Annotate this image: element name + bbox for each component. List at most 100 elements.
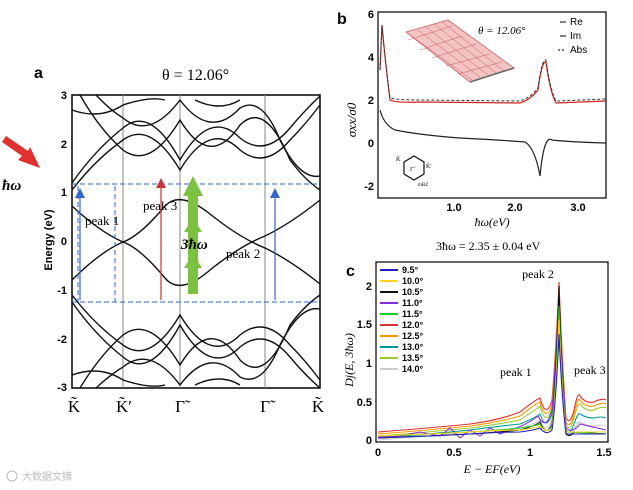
xtick: 3.0 [570, 202, 585, 214]
legend-item: 10.5° [380, 287, 424, 297]
legend-label: 10.0° [402, 276, 424, 286]
legend-label: 11.0° [402, 298, 423, 308]
transition-arrows [75, 176, 280, 300]
ytick: 1 [366, 358, 372, 370]
ytick: 0 [61, 236, 67, 248]
legend-label: 13.0° [402, 342, 424, 352]
legend-item: 13.0° [380, 342, 424, 352]
panel-c-xticks: 0 0.5 1 1.5 [375, 447, 612, 459]
panel-b-legend: Re Im Abs [558, 17, 587, 56]
ytick: 1.5 [357, 319, 372, 331]
legend-item: 11.0° [380, 298, 423, 308]
legend-item: 10.0° [380, 276, 424, 286]
three-hw-bar [188, 186, 198, 294]
panel-b-yticks: 6 4 2 0 -2 [364, 9, 375, 193]
panel-b: b σxx/σ0 6 4 2 0 -2 θ = 12.06° [337, 9, 607, 229]
legend-item: 9.5° [380, 265, 419, 275]
legend-item: 11.5° [380, 309, 423, 319]
abs-curve [379, 24, 607, 102]
xtick: 1.5 [596, 447, 611, 459]
panel-a: a θ = 12.06° ħω Energy (eV) 3 2 1 0 -1 -… [2, 65, 325, 416]
ytick: 6 [368, 9, 374, 21]
legend-label: 9.5° [402, 265, 419, 275]
band-line [71, 98, 166, 115]
ytick: -2 [57, 334, 67, 346]
ytick: 0 [368, 138, 374, 150]
bz-mbz: mBZ [418, 183, 428, 188]
curve-10-0 [377, 319, 606, 437]
xtick: K̃ [312, 397, 325, 416]
watermark-text: 大数据文摘 [22, 470, 72, 483]
conductivity-curves [379, 24, 607, 177]
xtick: Γ̃ [175, 397, 191, 416]
band-line [71, 301, 321, 389]
panel-c-peak1-label: peak 1 [500, 365, 532, 379]
im-curve [379, 109, 607, 177]
panel-a-yticks: 3 2 1 0 -1 -2 -3 [57, 90, 67, 394]
lattice-grid [407, 21, 505, 81]
panel-b-frame [377, 11, 607, 199]
panel-a-title: θ = 12.06° [162, 67, 229, 84]
panel-a-ylabel: Energy (eV) [43, 209, 55, 270]
band-line [194, 378, 241, 386]
peak2-label: peak 2 [226, 246, 260, 261]
legend-im: Im [570, 31, 581, 42]
curve-12-0 [377, 281, 607, 433]
panel-c-frame [375, 261, 609, 443]
band-line [95, 307, 321, 389]
band-line [194, 99, 241, 107]
peak1-arrowhead-icon [75, 188, 85, 198]
band-line [95, 94, 321, 178]
peak1-label: peak 1 [85, 213, 119, 228]
ytick: 1 [61, 187, 67, 199]
panel-c-caption: 3ħω = 2.35 ± 0.04 eV [436, 239, 541, 253]
panel-a-frame [71, 94, 321, 389]
peak3-arrowhead-icon [156, 178, 166, 188]
legend-label: 12.5° [402, 331, 424, 341]
legend-item: 14.0° [380, 364, 424, 374]
panel-a-letter: a [34, 65, 43, 82]
legend-re: Re [570, 17, 583, 28]
bz-inset: Γ̃ K̃ K̃′ mBZ [396, 155, 432, 188]
panel-c-yticks: 2 1.5 1 0.5 0 [357, 281, 372, 447]
ytick: 0.5 [357, 397, 372, 409]
ytick: -3 [57, 382, 67, 394]
three-hw-step-icon [184, 254, 202, 268]
dos-curves [377, 281, 607, 441]
legend-label: 14.0° [402, 364, 424, 374]
ytick: 2 [61, 139, 67, 151]
hw-label: ħω [2, 178, 21, 194]
bz-k2: K̃′ [426, 162, 432, 170]
panel-b-xticks: 1.0 2.0 3.0 [446, 202, 585, 214]
hexagon-icon [403, 155, 425, 181]
xtick: 1.0 [446, 202, 461, 214]
curve-9-5 [377, 333, 606, 439]
legend-abs: Abs [570, 45, 587, 56]
panel-c: 3ħω = 2.35 ± 0.04 eV c Dj(E, 3ħω) 2 1.5 … [342, 239, 612, 476]
band-line [71, 370, 166, 387]
xtick: K̃′ [116, 397, 132, 416]
band-line [79, 94, 321, 191]
ytick: -2 [364, 181, 374, 193]
panel-b-inset-title: θ = 12.06° [478, 25, 526, 37]
xtick: 0 [375, 447, 381, 459]
moire-lattice-inset [405, 19, 515, 83]
xtick: Γ̃ [260, 397, 276, 416]
legend-label: 11.5° [402, 309, 423, 319]
three-hw-arrowhead-icon [183, 176, 203, 196]
three-hw-step-icon [184, 218, 202, 232]
bz-gamma: Γ̃ [410, 166, 415, 173]
ytick: 2 [366, 281, 372, 293]
band-line [71, 198, 321, 285]
legend-item: 13.5° [380, 353, 424, 363]
band-line [71, 104, 321, 191]
ytick: 4 [368, 52, 375, 64]
panel-c-xlabel: E − EF(eV) [463, 462, 521, 476]
xtick: 0.5 [446, 447, 461, 459]
panel-b-xlabel: ħω(eV) [474, 215, 509, 229]
three-hw-label: 3ħω [180, 237, 208, 253]
legend-label: 13.5° [402, 353, 424, 363]
legend-label: 12.0° [402, 320, 424, 330]
band-line [71, 95, 321, 184]
